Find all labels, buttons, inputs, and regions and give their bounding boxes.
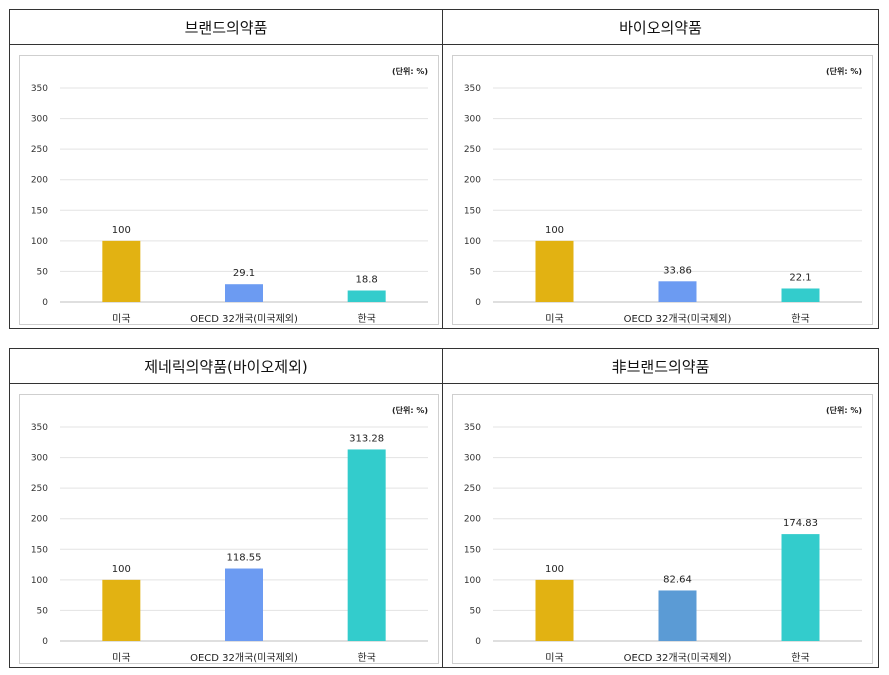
category-label: 미국 [545,652,563,664]
data-label: 100 [545,564,564,575]
y-tick-label: 0 [475,298,481,308]
category-label: OECD 32개국(미국제외) [624,652,732,664]
chart-area: (단위: %) 0 50 100 150 200 250 300 350 100 미국 33.86 O… [452,55,873,325]
y-tick-label: 100 [464,237,481,247]
category-label: 미국 [545,313,563,325]
y-tick-label: 200 [31,515,48,525]
category-label: OECD 32개국(미국제외) [624,313,732,325]
category-label: OECD 32개국(미국제외) [190,313,298,325]
panel-brand-drugs: 브랜드의약품 (단위: %) 0 50 100 150 200 250 300 350 100 미… [9,9,443,329]
chart-area: (단위: %) 0 50 100 150 200 250 300 350 100 미국 29.1 OE… [19,55,439,325]
y-tick-label: 200 [31,176,48,186]
bar-chart: 0 50 100 150 200 250 300 350 100 미국 118.55 OECD 32개… [31,423,428,664]
bar-chart: 0 50 100 150 200 250 300 350 100 미국 33.86 OECD 32개국… [464,84,862,325]
data-label: 18.8 [356,275,378,286]
bar [658,281,697,302]
y-tick-label: 300 [31,454,48,464]
y-tick-label: 150 [31,545,48,555]
chart-area: (단위: %) 0 50 100 150 200 250 300 350 100 미국 118.55… [19,394,439,664]
panel-title: 非브랜드의약품 [443,349,878,384]
bar [535,240,574,302]
y-tick-label: 350 [464,423,481,433]
y-tick-label: 100 [31,576,48,586]
unit-label: (단위: %) [825,406,862,415]
y-tick-label: 250 [464,145,481,155]
bar [781,534,820,641]
data-label: 82.64 [663,574,692,585]
y-tick-label: 0 [42,637,48,647]
category-label: OECD 32개국(미국제외) [190,652,298,664]
y-tick-label: 150 [464,545,481,555]
y-tick-label: 50 [37,606,49,616]
panel-non-brand-drugs: 非브랜드의약품 (단위: %) 0 50 100 150 200 250 300 350 100… [442,348,879,668]
y-tick-label: 300 [464,115,481,125]
bar [102,240,141,302]
data-label: 29.1 [233,268,255,279]
data-label: 313.28 [349,433,384,444]
unit-label: (단위: %) [391,67,428,76]
y-tick-label: 300 [31,115,48,125]
y-tick-label: 350 [31,423,48,433]
data-label: 33.86 [663,265,692,276]
y-tick-label: 50 [37,267,49,277]
panel-bio-drugs: 바이오의약품 (단위: %) 0 50 100 150 200 250 300 350 100 미… [442,9,879,329]
y-tick-label: 300 [464,454,481,464]
bar [225,568,263,641]
panel-title: 바이오의약품 [443,10,878,45]
data-label: 100 [112,225,131,236]
bar [102,579,141,641]
data-label: 100 [545,225,564,236]
bar [225,284,263,302]
bar [347,449,386,641]
category-label: 미국 [112,652,130,664]
data-label: 174.83 [783,518,818,529]
y-tick-label: 100 [31,237,48,247]
data-label: 100 [112,564,131,575]
category-label: 한국 [791,313,809,325]
y-tick-label: 250 [31,145,48,155]
y-tick-label: 0 [475,637,481,647]
data-label: 118.55 [227,553,262,564]
category-label: 한국 [791,652,809,664]
y-tick-label: 250 [31,484,48,494]
category-label: 한국 [357,652,375,664]
y-tick-label: 150 [464,206,481,216]
y-tick-label: 200 [464,515,481,525]
bar-chart: 0 50 100 150 200 250 300 350 100 미국 29.1 OECD 32개국(… [31,84,428,325]
bar [781,288,820,302]
y-tick-label: 150 [31,206,48,216]
y-tick-label: 350 [464,84,481,94]
bar-chart: 0 50 100 150 200 250 300 350 100 미국 82.64 OECD 32개국… [464,423,862,664]
y-tick-label: 50 [470,267,482,277]
y-tick-label: 250 [464,484,481,494]
unit-label: (단위: %) [391,406,428,415]
y-tick-label: 200 [464,176,481,186]
chart-area: (단위: %) 0 50 100 150 200 250 300 350 100 미국 82.64 O… [452,394,873,664]
y-tick-label: 350 [31,84,48,94]
data-label: 22.1 [789,272,811,283]
y-tick-label: 50 [470,606,482,616]
y-tick-label: 100 [464,576,481,586]
bar [535,579,574,641]
category-label: 미국 [112,313,130,325]
panel-generic-drugs: 제네릭의약품(바이오제외) (단위: %) 0 50 100 150 200 250 300… [9,348,443,668]
category-label: 한국 [357,313,375,325]
y-tick-label: 0 [42,298,48,308]
panel-title: 브랜드의약품 [10,10,442,45]
unit-label: (단위: %) [825,67,862,76]
panel-title: 제네릭의약품(바이오제외) [10,349,442,384]
bar [658,590,697,641]
bar [347,290,386,302]
